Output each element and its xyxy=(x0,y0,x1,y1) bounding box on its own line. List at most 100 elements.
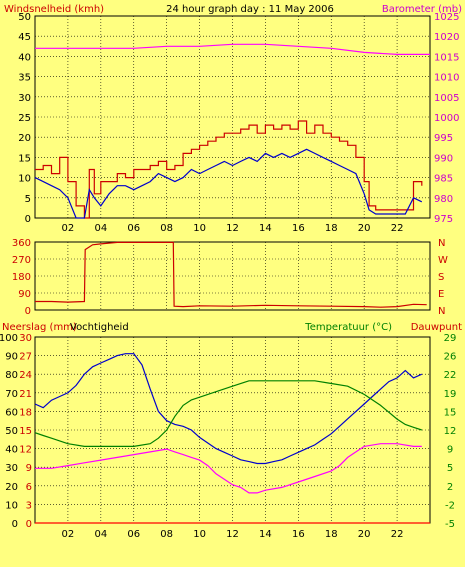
wind-direction-degree-label: 90 xyxy=(18,289,31,300)
temperature-axis-title: Temperatuur (°C) xyxy=(304,322,392,333)
temperature-line xyxy=(34,380,422,447)
temperature-tick-label: -2 xyxy=(445,500,455,511)
temperature-tick-label: 15 xyxy=(444,407,457,418)
panel-1-x-tick-label: 04 xyxy=(94,223,107,234)
rain-tick-label: 6 xyxy=(26,482,32,493)
wind-speed-tick-label: 15 xyxy=(18,153,31,164)
barometer-tick-label: 1010 xyxy=(434,73,459,84)
panel-1-x-tick-label: 20 xyxy=(358,223,371,234)
panel-1-x-tick-label: 02 xyxy=(62,223,75,234)
humidity-tick-label: 20 xyxy=(5,482,18,493)
wind-direction-degree-label: 0 xyxy=(25,306,31,317)
humidity-tick-label: 90 xyxy=(5,352,18,363)
rain-axis-title: Neerslag (mm) xyxy=(2,322,77,333)
panel-3-x-tick-label: 02 xyxy=(62,529,75,540)
temperature-tick-label: 2 xyxy=(447,482,453,493)
barometer-tick-label: 985 xyxy=(434,174,453,185)
wind-direction-compass-label: N xyxy=(438,306,445,317)
panel-1-x-tick-label: 18 xyxy=(325,223,338,234)
panel-3-x-tick-label: 10 xyxy=(193,529,206,540)
humidity-tick-label: 50 xyxy=(5,426,18,437)
wind-speed-tick-label: 30 xyxy=(18,93,31,104)
wind-direction-line xyxy=(35,241,427,308)
barometer-tick-label: 980 xyxy=(434,194,453,205)
panel-3-x-tick-label: 18 xyxy=(325,529,338,540)
temperature-tick-label: -5 xyxy=(445,519,455,530)
dewpoint-axis-title: Dauwpunt xyxy=(411,322,462,333)
panel-1-x-tick-label: 14 xyxy=(259,223,272,234)
wind-speed-tick-label: 45 xyxy=(18,32,31,43)
temperature-tick-label: 29 xyxy=(444,333,457,344)
wind-direction-compass-label: W xyxy=(438,255,448,266)
rain-tick-label: 21 xyxy=(19,389,32,400)
panel-1-x-tick-label: 10 xyxy=(193,223,206,234)
rain-tick-label: 18 xyxy=(19,407,32,418)
rain-tick-label: 30 xyxy=(19,333,32,344)
barometer-tick-label: 990 xyxy=(434,153,453,164)
humidity-line xyxy=(34,353,423,465)
barometer-tick-label: 1020 xyxy=(434,32,459,43)
rain-tick-label: 15 xyxy=(19,426,32,437)
wind-direction-compass-label: E xyxy=(438,289,444,300)
wind-direction-compass-label: S xyxy=(438,272,444,283)
humidity-tick-label: 10 xyxy=(5,500,18,511)
barometer-tick-label: 1000 xyxy=(434,113,459,124)
chart-title: 24 hour graph day : 11 May 2006 xyxy=(166,4,334,15)
panel-3-x-tick-label: 04 xyxy=(94,529,107,540)
temperature-tick-label: 9 xyxy=(447,445,453,456)
wind-speed-tick-label: 0 xyxy=(25,214,31,225)
panel-1-x-tick-label: 06 xyxy=(127,223,140,234)
wind-speed-tick-label: 25 xyxy=(18,113,31,124)
panel-1-x-tick-label: 08 xyxy=(160,223,173,234)
barometer-axis-title: Barometer (mb) xyxy=(382,4,462,15)
rain-tick-label: 3 xyxy=(26,500,32,511)
humidity-axis-title: Vochtigheid xyxy=(70,322,129,333)
barometer-tick-label: 1025 xyxy=(434,12,459,23)
wind-speed-tick-label: 10 xyxy=(18,174,31,185)
panel-1-x-tick-label: 16 xyxy=(292,223,305,234)
humidity-tick-label: 30 xyxy=(5,463,18,474)
panel-3-x-tick-label: 14 xyxy=(259,529,272,540)
temperature-tick-label: 19 xyxy=(444,389,457,400)
barometer-tick-label: 1015 xyxy=(434,52,459,63)
humidity-tick-label: 100 xyxy=(0,333,18,344)
rain-tick-label: 24 xyxy=(19,370,32,381)
barometer-tick-label: 975 xyxy=(434,214,453,225)
wind-direction-degree-label: 360 xyxy=(12,238,31,249)
wind-direction-degree-label: 270 xyxy=(12,255,31,266)
barometer-tick-label: 995 xyxy=(434,133,453,144)
wind-speed-tick-label: 40 xyxy=(18,52,31,63)
wind-direction-compass-label: N xyxy=(438,238,445,249)
panel-3-x-tick-label: 08 xyxy=(160,529,173,540)
panel-3-x-tick-label: 06 xyxy=(127,529,140,540)
rain-tick-label: 27 xyxy=(19,352,32,363)
humidity-tick-label: 40 xyxy=(5,445,18,456)
humidity-tick-label: 0 xyxy=(12,519,18,530)
wind-speed-tick-label: 35 xyxy=(18,73,31,84)
panel-3-x-tick-label: 12 xyxy=(226,529,239,540)
panel-3-x-tick-label: 16 xyxy=(292,529,305,540)
panel-1-x-tick-label: 22 xyxy=(391,223,404,234)
panel-1-x-tick-label: 12 xyxy=(226,223,239,234)
wind-speed-line xyxy=(34,148,423,219)
wind-speed-tick-label: 20 xyxy=(18,133,31,144)
panel-3-x-tick-label: 22 xyxy=(391,529,404,540)
humidity-tick-label: 70 xyxy=(5,389,18,400)
temperature-tick-label: 5 xyxy=(447,463,453,474)
wind-speed-tick-label: 5 xyxy=(25,194,31,205)
temperature-tick-label: 26 xyxy=(444,352,457,363)
rain-tick-label: 12 xyxy=(19,445,32,456)
temperature-tick-label: 12 xyxy=(444,426,457,437)
wind-gust-line xyxy=(35,120,423,219)
rain-tick-label: 9 xyxy=(26,463,32,474)
humidity-tick-label: 80 xyxy=(5,370,18,381)
humidity-tick-label: 60 xyxy=(5,407,18,418)
barometer-tick-label: 1005 xyxy=(434,93,459,104)
wind-direction-degree-label: 180 xyxy=(12,272,31,283)
wind-speed-axis-title: Windsnelheid (kmh) xyxy=(4,4,104,15)
temperature-tick-label: 22 xyxy=(444,370,457,381)
rain-tick-label: 0 xyxy=(26,519,32,530)
wind-speed-tick-label: 50 xyxy=(18,12,31,23)
